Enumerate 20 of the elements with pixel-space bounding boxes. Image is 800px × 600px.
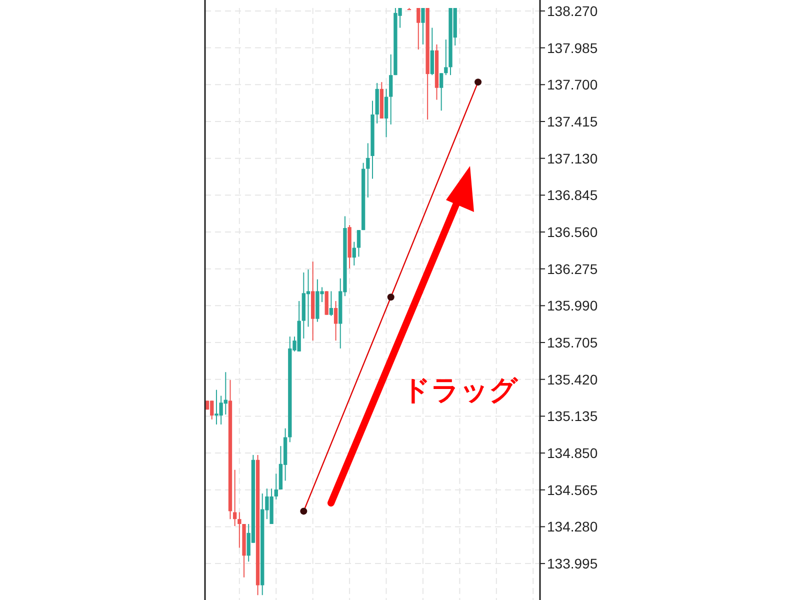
point xyxy=(300,508,308,515)
y-tick-label: 135.420 xyxy=(547,371,598,388)
y-tick-label: 137.700 xyxy=(547,76,598,93)
y-tick-label: 134.850 xyxy=(547,445,598,462)
y-tick-label: 135.705 xyxy=(547,334,598,351)
y-tick-label: 134.565 xyxy=(547,482,598,498)
y-tick-label: 134.280 xyxy=(547,518,598,535)
y-tick-label: 135.990 xyxy=(547,298,598,314)
point xyxy=(474,78,482,86)
y-tick-label: 136.560 xyxy=(547,224,598,240)
y-tick-label: 137.415 xyxy=(547,113,598,130)
y-tick-label: 138.270 xyxy=(547,2,598,19)
y-tick-label: 133.995 xyxy=(547,556,598,572)
y-tick-label: 137.130 xyxy=(547,150,598,166)
y-tick-label: 135.135 xyxy=(547,408,598,424)
y-tick-label: 137.985 xyxy=(547,40,598,56)
y-tick-label: 136.275 xyxy=(547,260,598,277)
point xyxy=(387,294,394,301)
y-tick-label: 136.845 xyxy=(547,187,598,204)
annotation: ドラッグ xyxy=(402,374,519,406)
